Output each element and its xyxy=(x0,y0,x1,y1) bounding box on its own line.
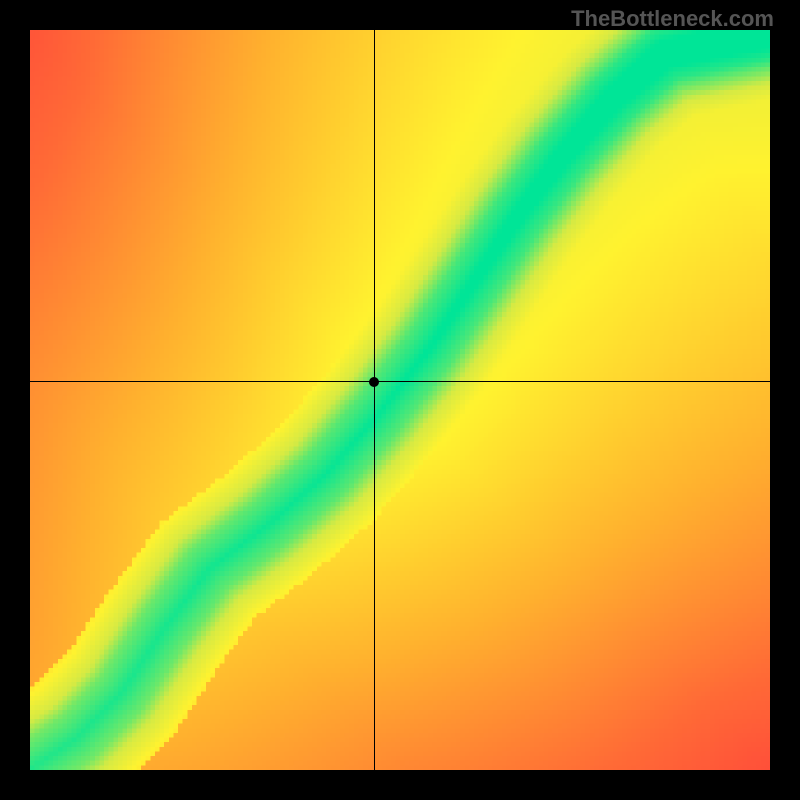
crosshair-horizontal xyxy=(30,381,770,382)
selection-marker xyxy=(369,377,379,387)
chart-container: TheBottleneck.com xyxy=(0,0,800,800)
watermark-text: TheBottleneck.com xyxy=(571,6,774,32)
crosshair-vertical xyxy=(374,30,375,770)
bottleneck-heatmap xyxy=(30,30,770,770)
